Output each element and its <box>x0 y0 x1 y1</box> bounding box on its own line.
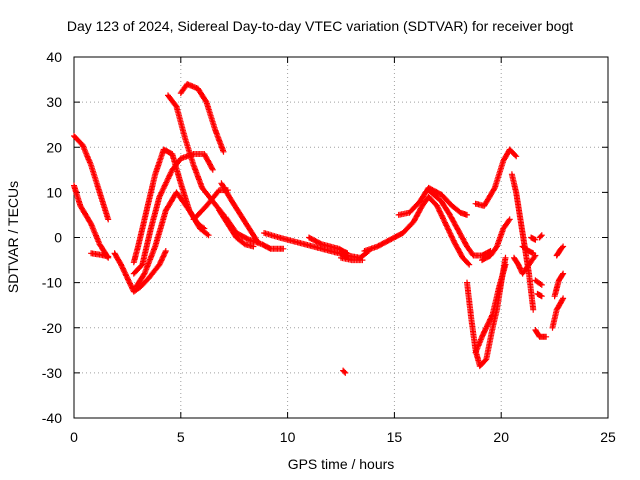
x-tick-label: 0 <box>70 429 78 445</box>
series-markers <box>218 180 261 245</box>
series-markers <box>528 234 539 243</box>
series-markers <box>132 189 212 291</box>
series-track-19 <box>395 184 470 218</box>
y-tick-label: -30 <box>42 365 62 381</box>
series-markers <box>425 187 494 259</box>
series-track-26 <box>511 252 539 277</box>
y-tick-label: -10 <box>42 275 62 291</box>
series-markers <box>395 184 470 218</box>
series-track-17 <box>340 367 349 376</box>
series-markers <box>472 146 520 209</box>
series-track-15 <box>306 234 351 257</box>
series-track-28 <box>532 277 545 288</box>
series-track-9 <box>177 81 227 155</box>
axis-ticks: 0 5 10 15 20 25 40 30 20 10 0 -10 -20 -30 -40 <box>42 49 616 445</box>
series-markers <box>340 367 349 376</box>
series-markers <box>222 214 287 252</box>
series-markers <box>532 327 550 340</box>
series-markers <box>88 250 112 260</box>
series-track-23 <box>472 146 520 209</box>
series-markers <box>511 252 539 277</box>
y-tick-label: -40 <box>42 410 62 426</box>
series-track-27 <box>519 243 537 257</box>
series-track-31 <box>549 295 567 331</box>
series-track-16 <box>338 254 366 264</box>
series-markers <box>261 230 372 261</box>
series-markers <box>177 81 227 155</box>
y-tick-label: -20 <box>42 320 62 336</box>
series-markers <box>71 133 112 223</box>
series-track-30 <box>532 327 550 340</box>
series-track-11 <box>218 180 261 245</box>
series-track-20 <box>425 187 494 259</box>
series-track-33 <box>553 243 567 259</box>
series-markers <box>519 243 537 257</box>
series-track-4 <box>111 248 169 295</box>
series-markers <box>553 243 567 259</box>
series-track-8 <box>165 92 227 218</box>
series-track-13 <box>222 214 287 252</box>
series-markers <box>361 193 473 268</box>
y-tick-label: 40 <box>46 49 62 65</box>
chart-title: Day 123 of 2024, Sidereal Day-to-day VTE… <box>66 18 574 34</box>
series-track-3 <box>88 250 112 260</box>
series-track-18 <box>361 193 473 268</box>
series-markers <box>338 254 366 264</box>
series-markers <box>111 248 169 295</box>
data-series <box>71 81 567 376</box>
grid-lines <box>74 57 608 418</box>
x-tick-label: 25 <box>600 429 616 445</box>
series-track-2 <box>71 182 112 261</box>
series-track-24 <box>479 216 513 264</box>
x-tick-label: 5 <box>177 429 185 445</box>
series-track-7 <box>132 189 212 291</box>
series-markers <box>549 295 567 331</box>
series-markers <box>71 182 112 261</box>
y-axis-label: SDTVAR / TECUs <box>5 180 21 294</box>
series-markers <box>534 290 545 300</box>
series-track-6 <box>130 151 216 277</box>
x-tick-label: 15 <box>387 429 403 445</box>
series-markers <box>306 234 351 257</box>
series-markers <box>551 270 567 300</box>
series-markers <box>532 277 545 288</box>
series-markers <box>472 261 509 356</box>
series-markers <box>536 232 545 241</box>
series-track-14 <box>261 230 372 261</box>
series-markers <box>479 216 513 264</box>
series-track-35 <box>536 232 545 241</box>
series-markers <box>165 92 227 218</box>
series-track-29 <box>534 290 545 300</box>
series-markers <box>130 151 216 277</box>
y-tick-label: 30 <box>46 94 62 110</box>
x-axis-label: GPS time / hours <box>287 456 395 472</box>
x-tick-label: 20 <box>493 429 509 445</box>
x-tick-label: 10 <box>280 429 296 445</box>
series-track-22 <box>472 261 509 356</box>
y-tick-label: 10 <box>46 184 62 200</box>
series-track-34 <box>528 234 539 243</box>
series-track-1 <box>71 133 112 223</box>
y-tick-label: 0 <box>54 230 62 246</box>
y-tick-label: 20 <box>46 139 62 155</box>
series-track-32 <box>551 270 567 300</box>
